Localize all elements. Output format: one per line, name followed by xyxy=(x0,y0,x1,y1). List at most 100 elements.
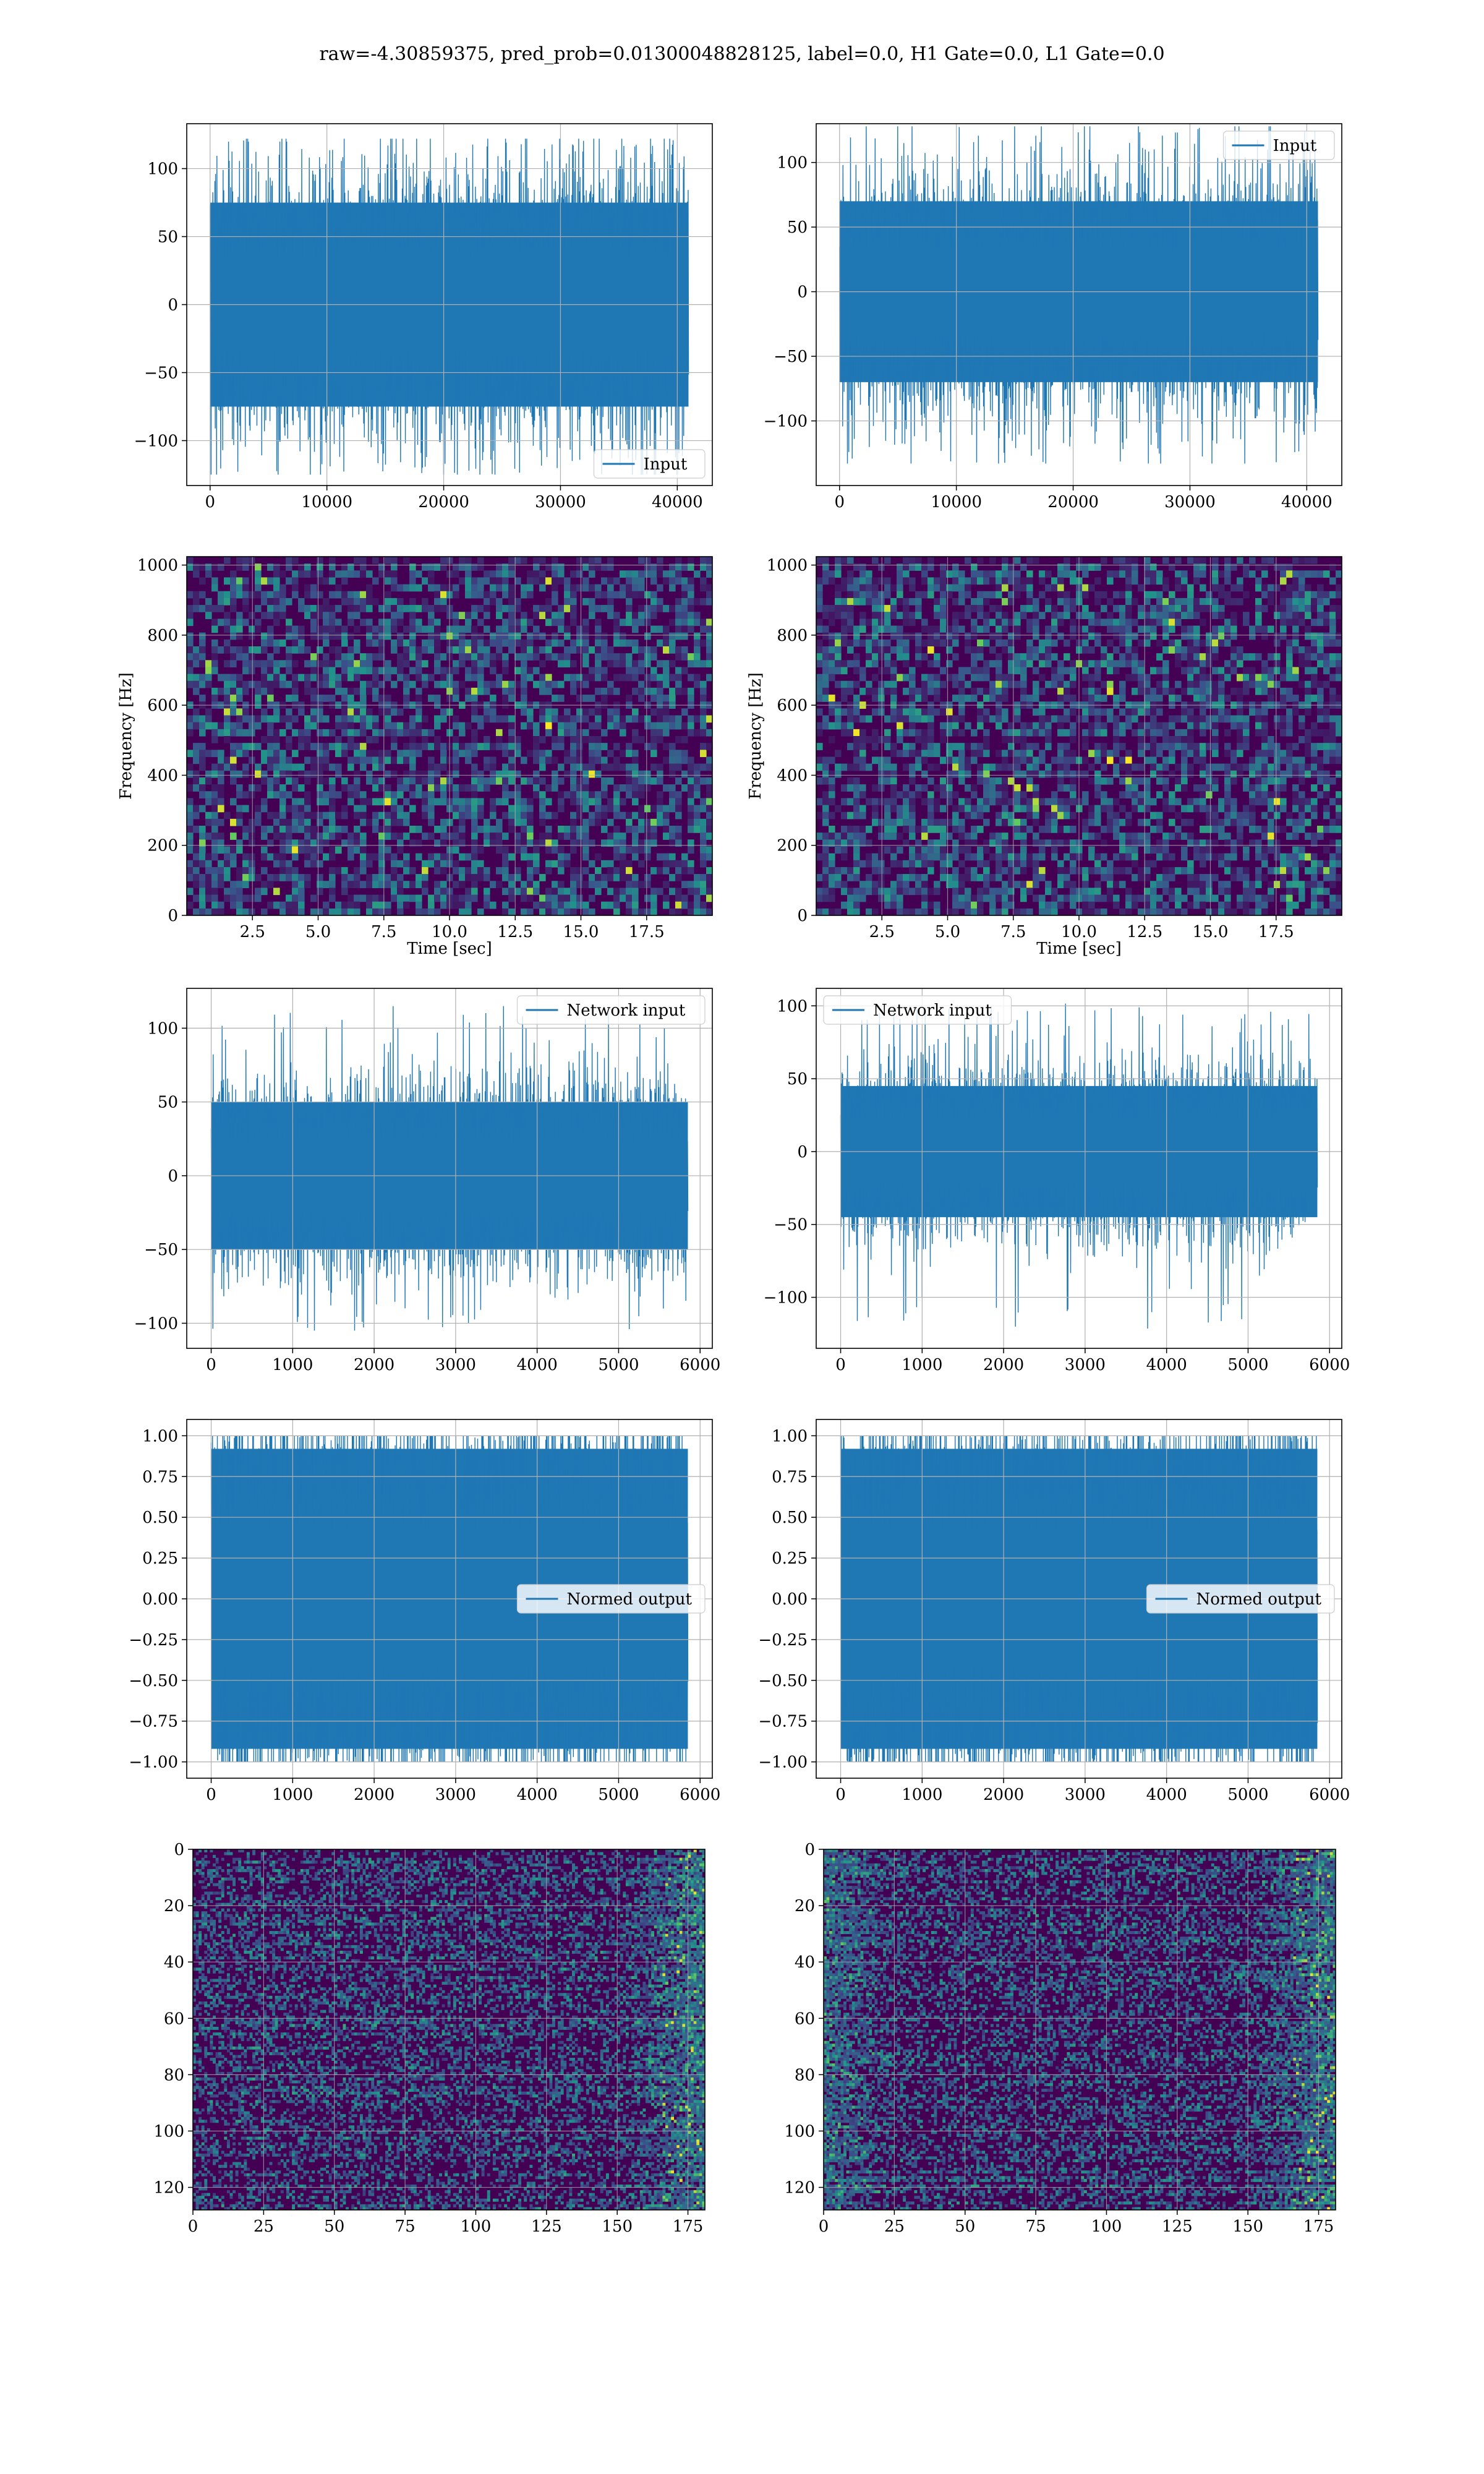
heatmap-cell xyxy=(236,563,243,571)
heatmap-cell xyxy=(428,812,435,820)
heatmap-cell xyxy=(508,584,515,592)
heatmap-cell xyxy=(255,771,262,778)
heatmap-cell xyxy=(273,736,280,743)
heatmap-cell xyxy=(453,633,459,640)
heatmap-cell xyxy=(1107,756,1114,764)
heatmap-cell xyxy=(1014,805,1021,813)
heatmap-cell xyxy=(853,902,860,909)
heatmap-cell xyxy=(921,591,928,599)
heatmap-cell xyxy=(199,605,206,612)
heatmap-cell xyxy=(1026,854,1033,861)
heatmap-cell xyxy=(317,833,323,840)
heatmap-cell xyxy=(230,688,237,695)
heatmap-cell xyxy=(255,743,262,750)
heatmap-cell xyxy=(211,660,218,667)
heatmap-cell xyxy=(409,826,416,833)
heatmap-cell xyxy=(890,826,897,833)
heatmap-cell xyxy=(440,633,447,640)
heatmap-cell xyxy=(897,881,903,888)
heatmap-cell xyxy=(835,867,842,875)
heatmap-cell xyxy=(558,729,565,737)
heatmap-cell xyxy=(816,577,823,584)
heatmap-cell xyxy=(298,646,305,654)
spec-l1-panel: 2.5 5.0 7.5 10.0 12.5 15.0 17.5020040060080010… xyxy=(746,557,1342,958)
heatmap-cell xyxy=(903,716,910,723)
heatmap-cell xyxy=(477,784,484,792)
heatmap-cell xyxy=(372,902,379,909)
heatmap-cell xyxy=(230,764,237,771)
heatmap-cell xyxy=(521,805,527,813)
heatmap-cell xyxy=(416,854,422,861)
heatmap-cell xyxy=(971,895,978,902)
heatmap-cell xyxy=(403,688,410,695)
heatmap-cell xyxy=(434,895,441,902)
heatmap-cell xyxy=(558,722,565,730)
heatmap-cell xyxy=(1051,653,1058,661)
heatmap-cell xyxy=(385,674,391,682)
heatmap-cell xyxy=(385,618,391,626)
heatmap-cell xyxy=(249,819,255,826)
heatmap-cell xyxy=(422,771,429,778)
heatmap-cell xyxy=(385,598,391,606)
heatmap-cell xyxy=(1206,722,1213,730)
heatmap-cell xyxy=(847,570,854,578)
heatmap-cell xyxy=(471,695,478,702)
heatmap-cell xyxy=(465,688,472,695)
heatmap-cell xyxy=(242,646,249,654)
heatmap-cell xyxy=(261,854,268,861)
heatmap-cell xyxy=(279,640,286,647)
heatmap-cell xyxy=(903,640,910,647)
heatmap-cell xyxy=(878,874,885,881)
heatmap-cell xyxy=(989,798,996,805)
heatmap-cell xyxy=(1200,598,1206,606)
heatmap-cell xyxy=(422,646,429,654)
heatmap-cell xyxy=(1014,584,1021,592)
heatmap-cell xyxy=(422,674,429,682)
heatmap-cell xyxy=(1057,860,1064,868)
heatmap-cell xyxy=(644,777,651,785)
heatmap-cell xyxy=(650,563,657,571)
heatmap-cell xyxy=(422,791,429,798)
heatmap-cell xyxy=(878,653,885,661)
heatmap-cell xyxy=(310,660,317,667)
heatmap-cell xyxy=(626,570,633,578)
heatmap-cell xyxy=(453,771,459,778)
heatmap-cell xyxy=(829,736,835,743)
heatmap-cell xyxy=(1113,895,1120,902)
x-tick-label: 20000 xyxy=(418,493,469,511)
heatmap-cell xyxy=(1002,729,1009,737)
heatmap-cell xyxy=(694,784,701,792)
heatmap-cell xyxy=(236,867,243,875)
heatmap-cell xyxy=(657,736,663,743)
heatmap-cell xyxy=(385,605,391,612)
heatmap-cell xyxy=(1187,653,1194,661)
heatmap-cell xyxy=(847,784,854,792)
heatmap-cell xyxy=(958,729,965,737)
heatmap-cell xyxy=(971,570,978,578)
heatmap-cell xyxy=(958,833,965,840)
heatmap-cell xyxy=(521,653,527,661)
heatmap-cell xyxy=(700,584,707,592)
heatmap-cell xyxy=(484,653,490,661)
heatmap-cell xyxy=(872,591,879,599)
heatmap-cell xyxy=(669,646,676,654)
heatmap-cell xyxy=(1169,591,1175,599)
heatmap-cell xyxy=(835,846,842,854)
heatmap-cell xyxy=(909,819,916,826)
heatmap-cell xyxy=(1162,909,1169,916)
heatmap-cell xyxy=(360,743,367,750)
heatmap-cell xyxy=(434,722,441,730)
heatmap-cell xyxy=(323,626,330,633)
heatmap-cell xyxy=(1094,633,1101,640)
heatmap-cell xyxy=(626,791,633,798)
heatmap-cell xyxy=(409,563,416,571)
heatmap-cell xyxy=(921,881,928,888)
heatmap-cell xyxy=(422,881,429,888)
heatmap-cell xyxy=(835,681,842,688)
heatmap-cell xyxy=(816,895,823,902)
heatmap-cell xyxy=(681,618,688,626)
heatmap-cell xyxy=(903,764,910,771)
heatmap-cell xyxy=(317,819,323,826)
heatmap-cell xyxy=(465,577,472,584)
heatmap-cell xyxy=(1082,660,1089,667)
